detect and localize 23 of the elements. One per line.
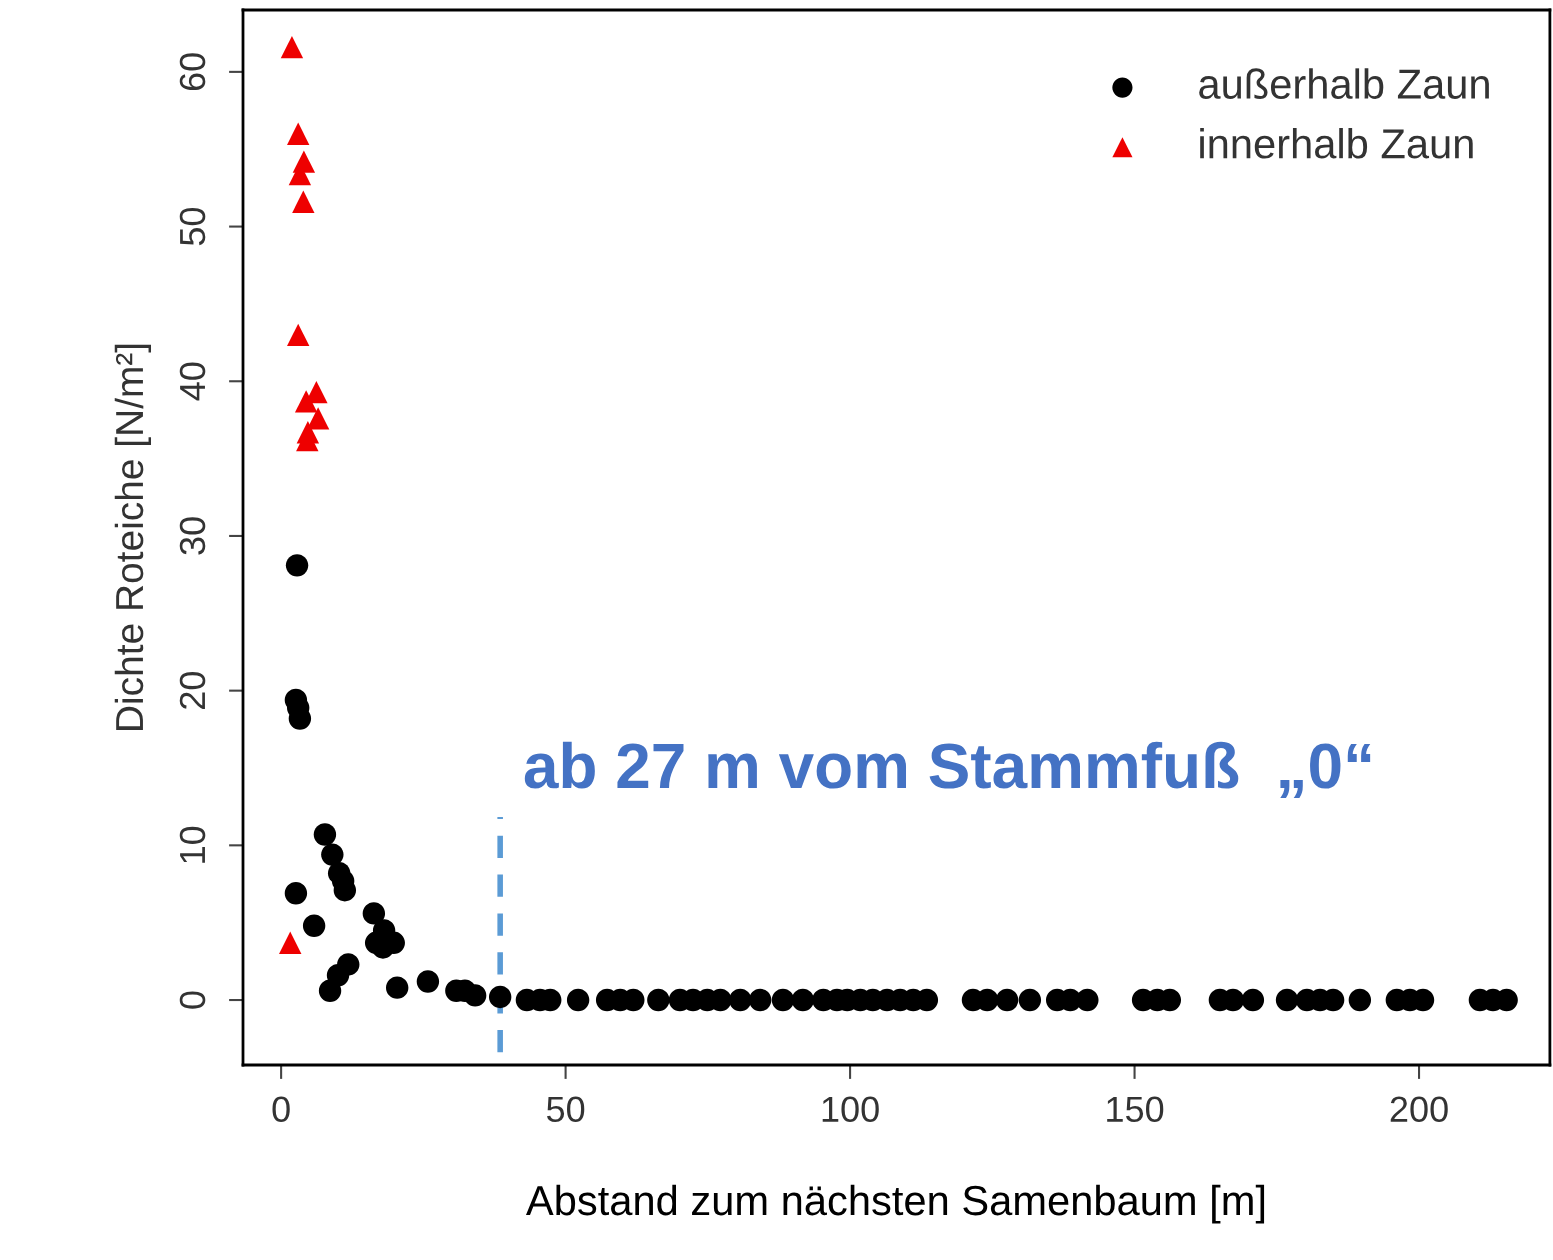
y-tick-label: 20 [179, 671, 206, 709]
ref-line-label: ab 27 m vom Stammfuß „0“ [524, 741, 1371, 798]
y-tick-label: 10 [179, 826, 206, 863]
point [279, 931, 302, 954]
point [286, 122, 310, 145]
point [294, 390, 318, 413]
y-tick-label: 0 [179, 991, 206, 1009]
legend-label: außerhalb Zaun [1199, 68, 1489, 99]
y-tick-label: 30 [179, 517, 206, 555]
x-tick-label: 200 [1390, 1096, 1448, 1123]
y-tick-label: 60 [179, 53, 206, 91]
y-tick-label: 50 [179, 207, 206, 246]
x-tick-label: 100 [822, 1096, 879, 1123]
y-tick-label: 40 [179, 362, 206, 401]
point [286, 323, 310, 347]
x-tick-label: 0 [272, 1096, 290, 1123]
x-tick-label: 150 [1107, 1096, 1164, 1123]
x-tick-label: 50 [546, 1096, 585, 1123]
x-axis-title: Abstand zum nächsten Samenbaum [m] [525, 1184, 1265, 1224]
point [292, 190, 315, 214]
legend-label: innerhalb Zaun [1200, 128, 1473, 159]
point [280, 35, 304, 59]
y-axis-title: Dichte Roteiche [N/m²] [114, 344, 151, 730]
